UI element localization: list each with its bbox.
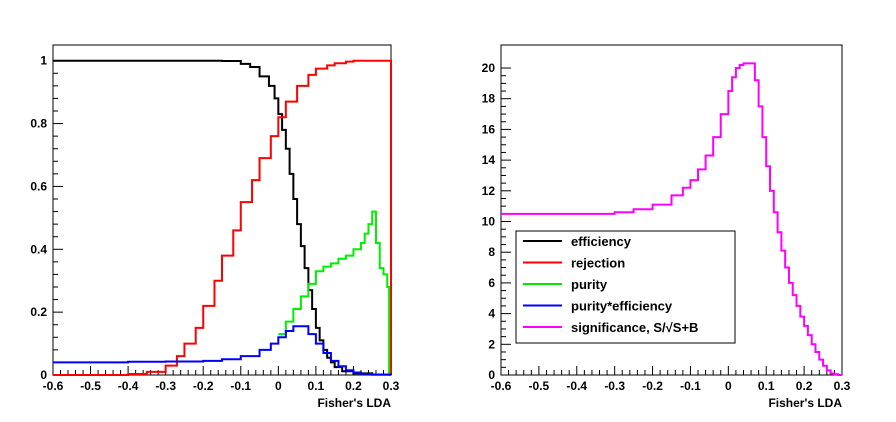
- legend: efficiency rejection purity purity*efficien…: [515, 230, 736, 344]
- x-tick-label: -0.5: [80, 379, 101, 393]
- left-x-axis-label: Fisher's LDA: [317, 396, 391, 410]
- x-tick-label: 0.1: [758, 379, 775, 393]
- y-tick-label: 14: [482, 153, 496, 167]
- right-x-axis-label: Fisher's LDA: [768, 396, 842, 410]
- left-plot-frame: [52, 44, 392, 376]
- x-tick-label: -0.6: [491, 379, 512, 393]
- y-tick-label: 8: [488, 245, 495, 259]
- right-plot-panel: -0.6 -0.5 -0.4 -0.3 -0.2 -0.1 0 0.1 0.2 0.3 0 2 4 6 8 1…: [482, 44, 851, 410]
- x-tick-label: 0.1: [308, 379, 325, 393]
- x-tick-label: 0.2: [796, 379, 813, 393]
- x-tick-label: -0.2: [193, 379, 214, 393]
- x-tick-label: -0.3: [155, 379, 176, 393]
- y-tick-label: 10: [482, 215, 496, 229]
- x-tick-label: 0: [725, 379, 732, 393]
- right-series-group: [501, 62, 842, 376]
- left-axis-ticks: -0.6 -0.5 -0.4 -0.3 -0.2 -0.1 0 0.1 0.2 0.3 0 0.2 0.…: [30, 54, 399, 393]
- right-axis-ticks: -0.6 -0.5 -0.4 -0.3 -0.2 -0.1 0 0.1 0.2 0.3 0 2 4 6 8 1…: [482, 61, 851, 393]
- y-tick-label: 20: [482, 61, 496, 75]
- y-tick-label: 0.2: [30, 305, 47, 319]
- y-tick-label: 18: [482, 92, 496, 106]
- x-tick-label: 0: [275, 379, 282, 393]
- x-tick-label: -0.3: [604, 379, 625, 393]
- series-line-purity-efficiency: [53, 325, 392, 376]
- legend-label: rejection: [571, 256, 625, 271]
- legend-box: [515, 230, 736, 344]
- x-tick-label: 0.3: [383, 379, 400, 393]
- x-tick-label: -0.6: [43, 379, 64, 393]
- series-line-efficiency: [53, 59, 392, 376]
- y-tick-label: 6: [488, 276, 495, 290]
- y-tick-label: 2: [488, 337, 495, 351]
- x-tick-label: -0.4: [566, 379, 587, 393]
- x-tick-label: -0.2: [642, 379, 663, 393]
- legend-label: efficiency: [571, 234, 632, 249]
- x-tick-label: 0.2: [345, 379, 362, 393]
- left-plot-panel: -0.6 -0.5 -0.4 -0.3 -0.2 -0.1 0 0.1 0.2 0.3 0 0.2 0.…: [30, 44, 400, 410]
- y-tick-label: 0: [40, 368, 47, 382]
- left-series-group: [53, 59, 392, 376]
- x-tick-label: -0.5: [529, 379, 550, 393]
- legend-label: purity: [571, 277, 608, 292]
- legend-label: purity*efficiency: [571, 299, 673, 314]
- right-plot-frame: [500, 44, 843, 376]
- y-tick-label: 0.8: [30, 117, 47, 131]
- x-tick-label: -0.1: [680, 379, 701, 393]
- y-tick-label: 0.4: [30, 242, 47, 256]
- y-tick-label: 16: [482, 122, 496, 136]
- y-tick-label: 0: [488, 368, 495, 382]
- series-line-significance-s-s-b: [501, 62, 842, 376]
- x-tick-label: -0.1: [230, 379, 251, 393]
- series-line-purity: [278, 210, 391, 376]
- series-line-rejection: [53, 59, 392, 376]
- x-tick-label: 0.3: [834, 379, 851, 393]
- y-tick-label: 12: [482, 184, 496, 198]
- y-tick-label: 1: [40, 54, 47, 68]
- legend-label: significance, S/√S+B: [571, 320, 698, 335]
- y-tick-label: 4: [488, 307, 495, 321]
- y-tick-label: 0.6: [30, 179, 47, 193]
- x-tick-label: -0.4: [118, 379, 139, 393]
